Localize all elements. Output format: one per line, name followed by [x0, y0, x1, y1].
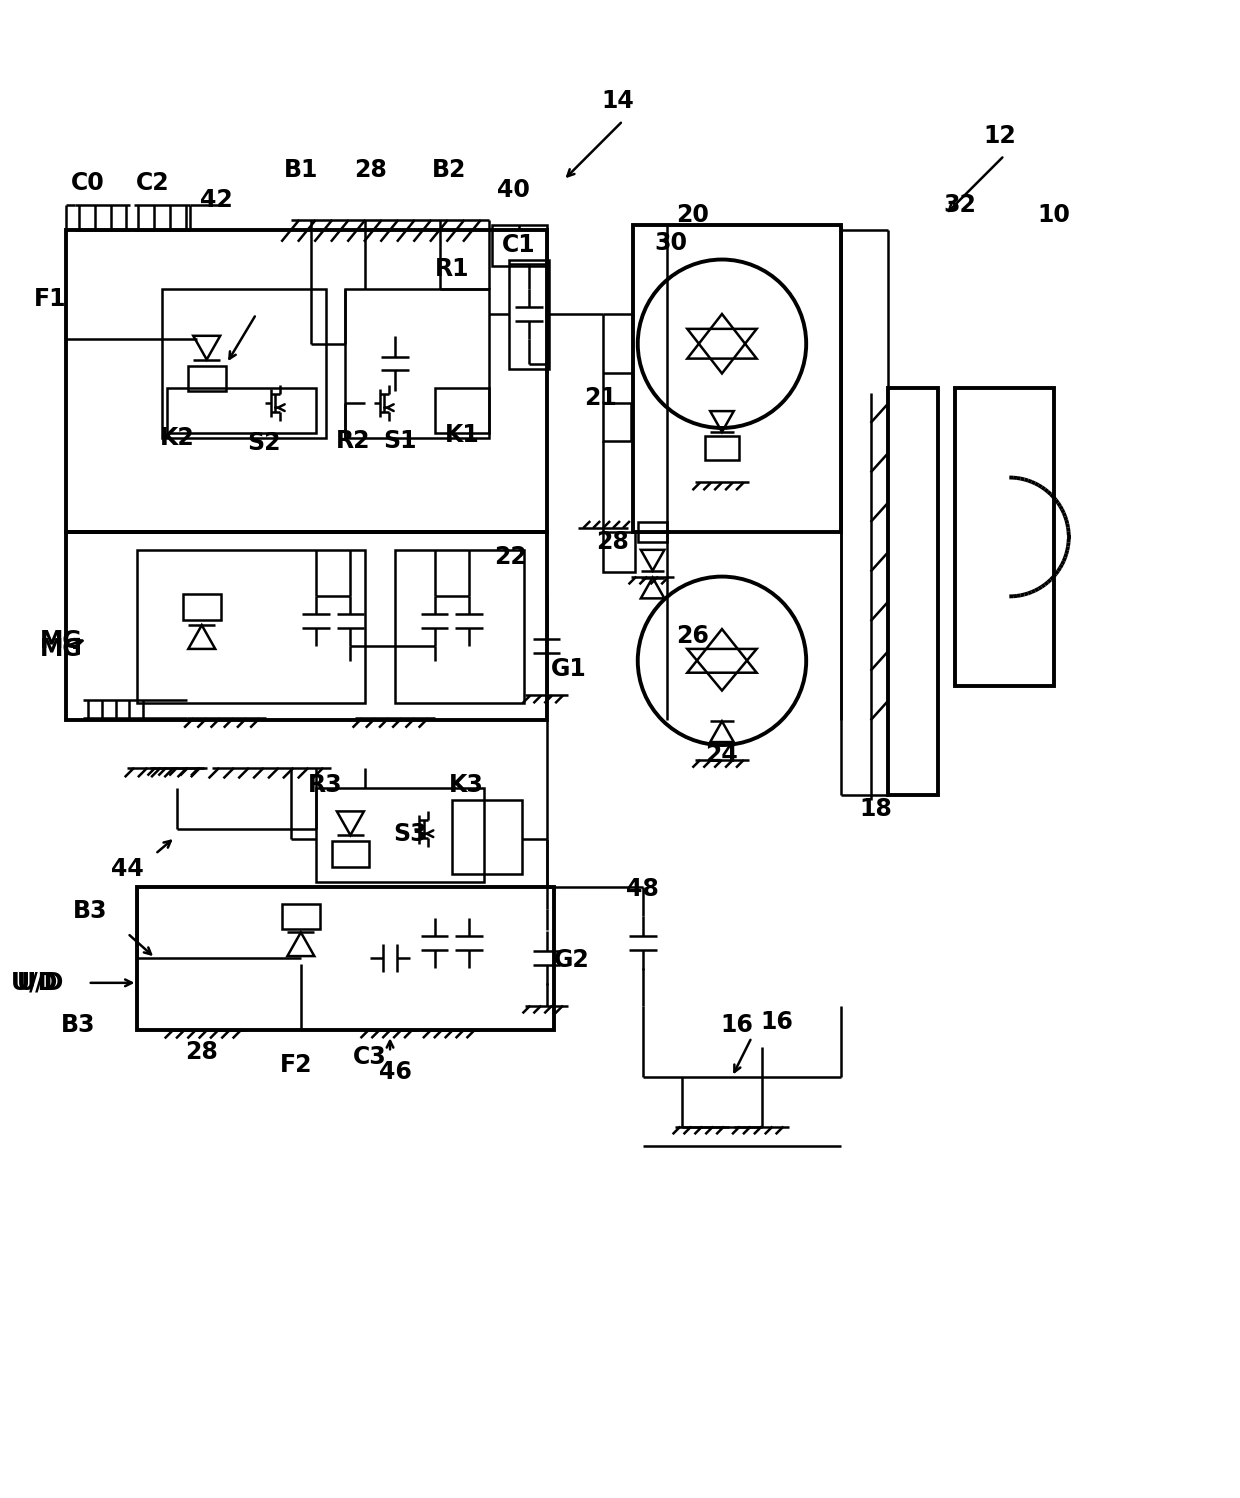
Text: S2: S2 [248, 431, 281, 455]
Text: B3: B3 [73, 899, 108, 923]
Text: F2: F2 [280, 1053, 312, 1077]
Text: 30: 30 [653, 231, 687, 255]
Bar [66, 229, 547, 532]
Text: S3: S3 [393, 822, 427, 846]
Bar [888, 388, 937, 794]
Text: MG: MG [40, 629, 83, 653]
Text: K2: K2 [160, 425, 195, 449]
Text: 40: 40 [497, 178, 531, 202]
Text: C2: C2 [135, 171, 169, 195]
Text: 16: 16 [760, 1011, 792, 1035]
Text: 21: 21 [584, 386, 616, 410]
Bar [435, 388, 489, 433]
Bar [346, 289, 489, 437]
Bar [162, 289, 326, 437]
Bar [167, 388, 316, 433]
Bar [316, 788, 484, 882]
Text: 28: 28 [185, 1040, 218, 1064]
Bar [508, 259, 548, 369]
Text: S1: S1 [383, 428, 417, 452]
Text: B2: B2 [433, 159, 466, 183]
Text: B3: B3 [61, 1014, 95, 1038]
Text: C0: C0 [71, 171, 104, 195]
Text: K3: K3 [449, 773, 484, 797]
Text: G2: G2 [553, 948, 589, 972]
Bar [453, 800, 522, 873]
Text: 28: 28 [353, 159, 387, 183]
Text: 12: 12 [983, 124, 1016, 148]
Bar [188, 366, 226, 391]
Text: 18: 18 [859, 797, 892, 821]
Text: 26: 26 [676, 625, 709, 649]
Bar [281, 903, 320, 929]
Text: G1: G1 [551, 656, 587, 680]
Text: F1: F1 [33, 288, 67, 312]
Text: C3: C3 [353, 1046, 387, 1070]
Text: 10: 10 [1038, 202, 1070, 226]
Text: 22: 22 [494, 545, 527, 569]
Bar [632, 225, 841, 532]
Text: 16: 16 [720, 1014, 753, 1038]
Bar [184, 595, 221, 620]
Text: 32: 32 [944, 193, 976, 217]
Text: C1: C1 [502, 232, 536, 256]
Text: 48: 48 [626, 876, 660, 900]
Text: U/D: U/D [11, 971, 58, 995]
Bar [331, 842, 370, 867]
Bar [603, 403, 631, 440]
Text: 46: 46 [378, 1061, 412, 1085]
Text: 28: 28 [596, 530, 630, 554]
Bar [138, 550, 366, 704]
Text: K1: K1 [445, 422, 480, 446]
Bar [492, 225, 547, 267]
Text: R3: R3 [309, 773, 343, 797]
Text: 14: 14 [601, 88, 635, 112]
Text: R2: R2 [336, 428, 371, 452]
Bar [637, 523, 667, 542]
Text: 42: 42 [200, 189, 233, 213]
Text: 20: 20 [676, 202, 709, 226]
Bar [138, 887, 553, 1031]
Text: U/D: U/D [16, 971, 64, 995]
Bar [955, 388, 1054, 686]
Bar [706, 436, 739, 460]
Text: MG: MG [40, 637, 83, 661]
Bar [66, 532, 547, 721]
Text: 44: 44 [112, 857, 144, 881]
Text: B1: B1 [284, 159, 317, 183]
Bar [603, 532, 635, 572]
Text: 24: 24 [706, 743, 738, 767]
Bar [396, 550, 523, 704]
Text: R1: R1 [435, 258, 470, 282]
